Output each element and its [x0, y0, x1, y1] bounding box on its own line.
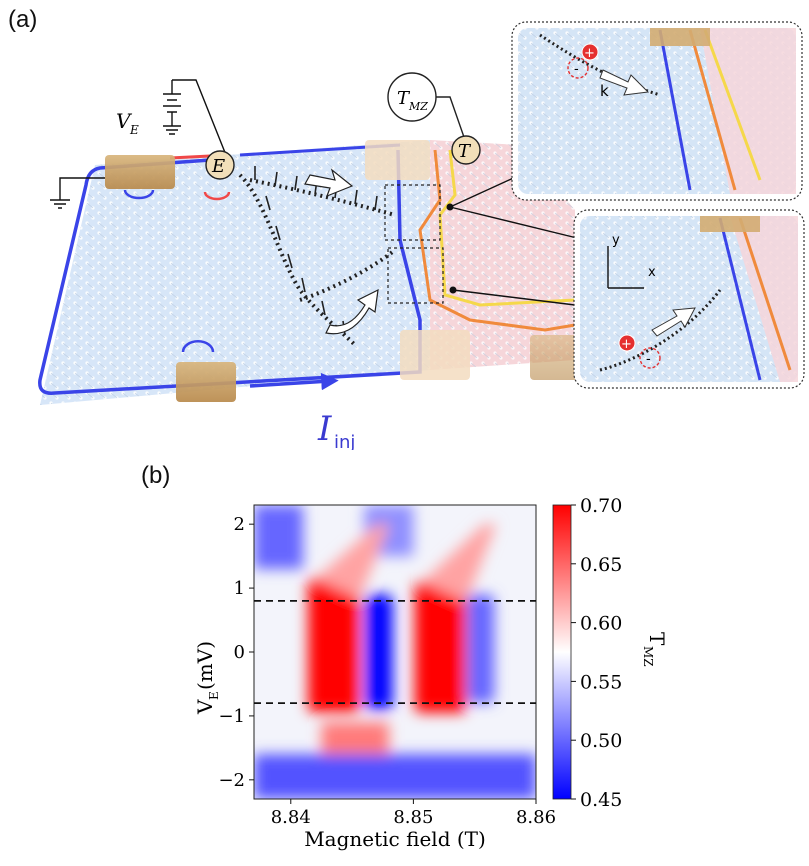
inset-top-k-label: k: [600, 82, 609, 100]
emitter-symbol: E: [211, 156, 225, 177]
heatmap-plot: [254, 505, 536, 799]
zoom-leader-lower: [452, 289, 576, 306]
panel-a-label: (a): [8, 6, 38, 33]
circular-arrow-red-icon: [203, 191, 231, 201]
zoom-box-upper: [384, 184, 441, 241]
heat-stripe-3: [467, 594, 495, 704]
y-tick-label: 0: [234, 642, 245, 663]
colorbar-tick-label: 0.55: [580, 671, 622, 693]
y-axis-label: V E (mV): [193, 641, 221, 715]
svg-text:MZ: MZ: [641, 646, 655, 667]
inset-bottom-minus: -: [646, 352, 651, 367]
heat-region-bottom-lobe: [321, 722, 389, 755]
inset-bottom: y x + -: [573, 209, 805, 389]
battery-icon: [163, 79, 229, 161]
meter-subscript: MZ: [408, 100, 428, 113]
edge-channel-orange: [418, 149, 576, 332]
arrow-icon-lower: [325, 288, 379, 335]
current-subscript: inj: [334, 432, 355, 450]
heat-shoulder-0: [315, 524, 390, 599]
spin-wave-trail: [238, 166, 397, 347]
inset-top-minus: -: [574, 62, 579, 77]
edge-channel-blue-arrow: [249, 372, 339, 391]
ground-icon: [50, 177, 105, 209]
heat-stripe-1: [365, 594, 393, 710]
inset-bottom-axis-x: x: [648, 265, 656, 280]
graphene-sample-left: [40, 140, 430, 405]
gate-contact-left: [105, 155, 175, 189]
circular-arrow-blue-left-icon: [123, 189, 155, 200]
svg-text:V: V: [193, 699, 217, 715]
meter-icon: [387, 72, 466, 141]
svg-text:(mV): (mV): [193, 641, 217, 690]
current-label: I: [317, 409, 332, 449]
colorbar-tick-label: 0.65: [580, 554, 622, 576]
y-tick-label: 2: [234, 514, 245, 535]
colorbar-tick-label: 0.45: [580, 789, 622, 811]
gate-contact-bottom-mid: [400, 330, 470, 380]
colorbar: [552, 504, 572, 800]
edge-channel-red: [169, 154, 211, 160]
colorbar-tick-label: 0.60: [580, 613, 622, 635]
colorbar-tick-label: 0.50: [580, 730, 622, 752]
inset-bottom-plus: +: [621, 337, 632, 352]
panel-a-illustration: V E E T MZ T I inj: [38, 21, 805, 450]
svg-text:T: T: [645, 632, 669, 646]
meter-label: T: [397, 88, 411, 109]
svg-text:E: E: [207, 691, 221, 700]
y-tick-label: −1: [218, 706, 245, 727]
gate-contact-right: [530, 335, 585, 380]
edge-channel-blue: [38, 149, 422, 395]
zoom-box-lower: [387, 247, 444, 304]
circular-arrow-blue-bottom-icon: [181, 340, 215, 353]
heat-region-bottom: [254, 754, 536, 799]
x-axis-label: Magnetic field (T): [304, 827, 486, 851]
detector-marker: [451, 135, 481, 165]
inset-bottom-axis-y: y: [612, 233, 620, 248]
x-tick-label: 8.84: [271, 807, 311, 828]
y-tick-label: 1: [234, 578, 245, 599]
voltage-label: V: [116, 109, 133, 133]
inset-top: + - k: [511, 21, 803, 201]
colorbar-tick-label: 0.70: [580, 495, 622, 517]
colorbar-label: T MZ: [641, 632, 669, 667]
arrow-icon: [304, 168, 354, 198]
inset-top-plus: +: [584, 46, 595, 61]
voltage-subscript: E: [129, 123, 139, 137]
x-tick-label: 8.86: [516, 807, 556, 828]
y-tick-label: −2: [218, 770, 245, 791]
emitter-marker: [205, 150, 235, 180]
heat-stripe-0: [307, 578, 360, 713]
detector-symbol: T: [458, 141, 472, 162]
panel-b-label: (b): [141, 462, 171, 489]
gate-contact-top-mid: [365, 140, 430, 180]
x-tick-label: 8.85: [393, 807, 433, 828]
panel-b-heatmap-figure: 8.84 8.85 8.86 210−1−2 Magnetic field (T) …: [193, 495, 669, 851]
gate-contact-bottom: [176, 362, 236, 402]
zoom-leader-upper: [449, 174, 521, 208]
heat-region-top-left: [254, 505, 304, 569]
heat-shoulder-2: [422, 524, 497, 602]
heat-stripe-2: [414, 581, 467, 713]
